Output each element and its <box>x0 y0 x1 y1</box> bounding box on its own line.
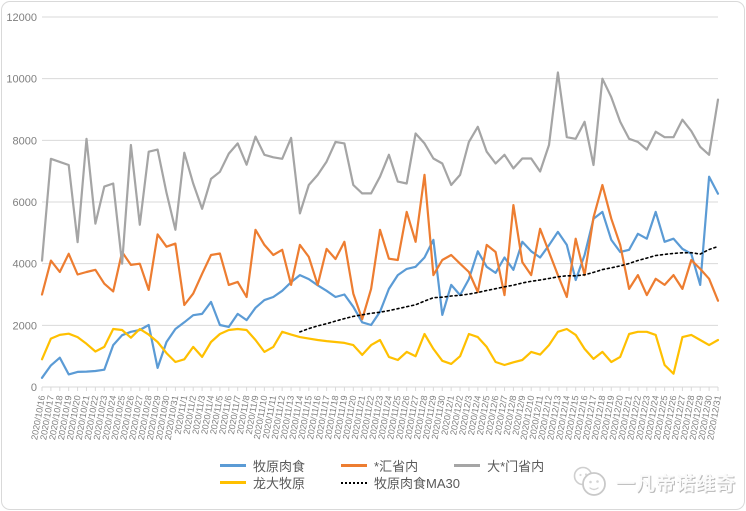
two-faces-logo-icon <box>573 466 606 496</box>
watermark: 一凡帝诺维奇 <box>570 465 736 499</box>
legend-swatch-ma30-icon <box>341 481 368 484</box>
series-line-4 <box>299 245 719 333</box>
legend-item-muyuan: 牧原肉食 <box>220 456 305 475</box>
series-line-1 <box>40 173 720 321</box>
legend-row-2: 龙大牧原 牧原肉食MA30 <box>2 474 746 491</box>
watermark-text: 一凡帝诺维奇 <box>615 473 736 495</box>
y-axis-tick-label: 4000 <box>13 259 37 271</box>
chart-legend: 牧原肉食 *汇省内 大*门省内 龙大牧原 牧原肉食MA30 <box>2 457 746 491</box>
legend-label-shuanghui: *汇省内 <box>374 459 419 474</box>
legend-label-dahongmen: 大*门省内 <box>487 459 545 474</box>
legend-swatch-dahongmen-icon <box>454 464 481 467</box>
y-axis-tick-label: 6000 <box>13 197 37 209</box>
legend-label-ma30: 牧原肉食MA30 <box>374 476 460 491</box>
legend-swatch-muyuan-icon <box>220 464 246 467</box>
legend-item-dahongmen: 大*门省内 <box>454 456 544 475</box>
series-line-2 <box>40 71 720 265</box>
legend-row-1: 牧原肉食 *汇省内 大*门省内 <box>2 457 746 474</box>
y-axis-tick-label: 10000 <box>6 74 37 86</box>
line-chart-plot: 0200040006000800010000120002020/10/16202… <box>6 12 723 441</box>
legend-swatch-longda-icon <box>220 481 246 484</box>
y-axis-tick-label: 2000 <box>13 320 37 332</box>
series-line-0 <box>40 175 720 379</box>
legend-item-longda: 龙大牧原 <box>220 473 305 492</box>
y-axis-tick-label: 12000 <box>6 12 37 24</box>
y-axis-tick-label: 0 <box>31 382 37 394</box>
legend-item-shuanghui: *汇省内 <box>341 456 418 475</box>
legend-label-muyuan: 牧原肉食 <box>253 459 306 474</box>
legend-label-longda: 龙大牧原 <box>253 476 306 491</box>
legend-item-ma30: 牧原肉食MA30 <box>341 473 460 492</box>
series-line-3 <box>40 327 720 375</box>
legend-swatch-shuanghui-icon <box>341 464 368 467</box>
y-axis-tick-label: 8000 <box>13 135 37 147</box>
